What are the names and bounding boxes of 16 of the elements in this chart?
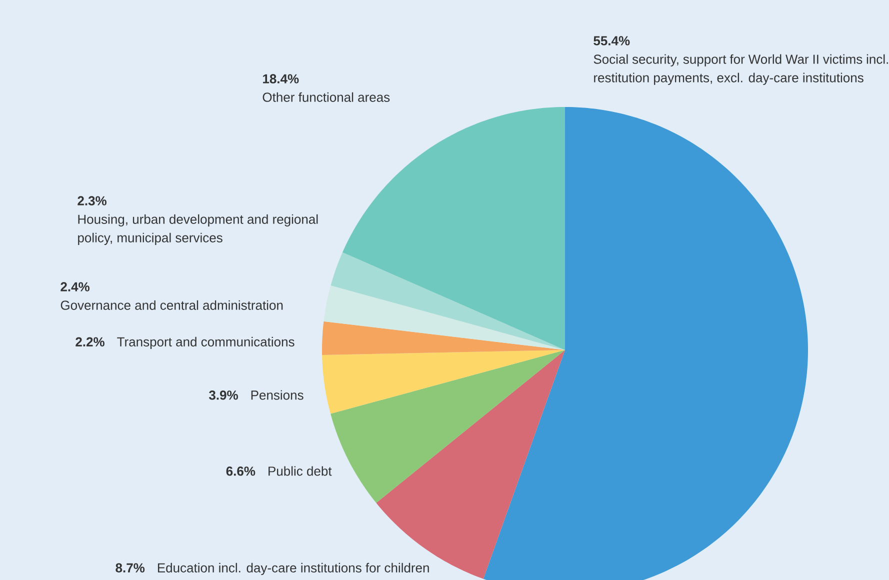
- slice-label: Pensions: [251, 390, 304, 400]
- slice-label: Education incl. day-care institutions for children: [158, 562, 429, 576]
- data-label: 55.4%: [594, 36, 630, 46]
- data-label: 18.4%: [263, 74, 299, 84]
- slice-label: Social security, support for World War II victims incl. restitution payments, excl. day-care institutions: [594, 54, 888, 85]
- data-label: 3.9%: [208, 390, 238, 400]
- data-label: 2.4%: [60, 282, 90, 292]
- slice-label: Housing, urban development and regional policy, municipal services: [78, 214, 318, 245]
- data-label: 6.6%: [226, 466, 256, 476]
- slice-label: Governance and central administration: [60, 300, 283, 310]
- data-label: 2.3%: [78, 196, 106, 206]
- slice-label: Other functional areas: [262, 92, 390, 102]
- slice-label: Transport and communications: [117, 336, 294, 350]
- slice-label: Public debt: [268, 466, 332, 476]
- data-label: 2.2%: [76, 337, 104, 346]
- data-label: 8.7%: [116, 563, 145, 572]
